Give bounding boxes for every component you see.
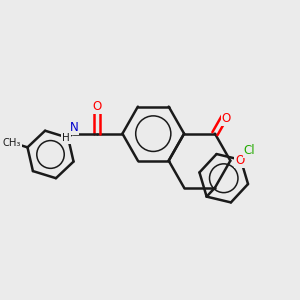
Text: N: N	[70, 121, 78, 134]
Text: CH₃: CH₃	[3, 138, 21, 148]
Text: O: O	[235, 154, 244, 167]
Text: Cl: Cl	[244, 144, 255, 157]
Text: H: H	[62, 134, 70, 143]
Text: O: O	[92, 100, 101, 113]
Text: O: O	[222, 112, 231, 125]
